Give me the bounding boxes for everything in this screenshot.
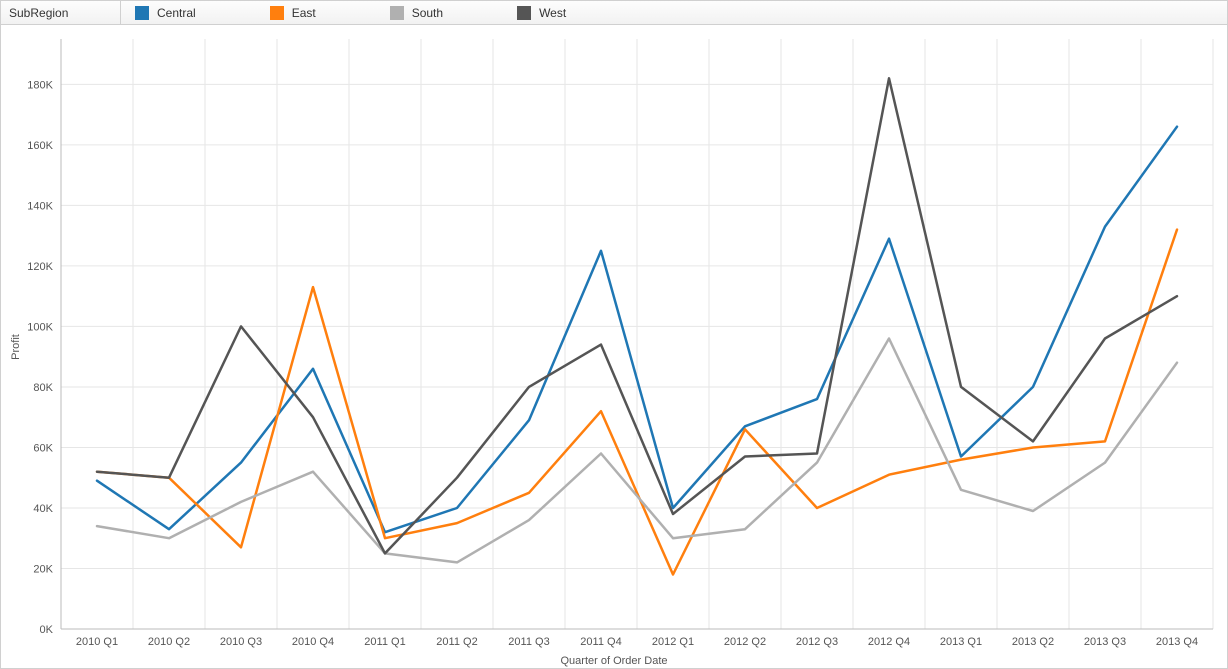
x-tick-label: 2012 Q1 — [652, 636, 694, 648]
legend-label: West — [539, 6, 566, 20]
legend-swatch — [517, 6, 531, 20]
x-tick-label: 2011 Q4 — [580, 636, 621, 648]
x-tick-label: 2013 Q3 — [1084, 636, 1126, 648]
x-tick-label: 2011 Q3 — [508, 636, 549, 648]
legend-swatch — [270, 6, 284, 20]
legend-swatch — [390, 6, 404, 20]
y-tick-label: 60K — [33, 442, 53, 454]
x-tick-label: 2010 Q1 — [76, 636, 118, 648]
y-tick-label: 160K — [27, 140, 53, 152]
legend-item-south[interactable]: South — [390, 6, 443, 20]
y-tick-label: 120K — [27, 261, 53, 273]
legend-bar: SubRegion Central East South West — [1, 1, 1227, 25]
x-tick-label: 2013 Q4 — [1156, 636, 1198, 648]
y-tick-label: 80K — [33, 382, 53, 394]
legend-title: SubRegion — [1, 1, 121, 24]
legend-items: Central East South West — [121, 1, 626, 24]
y-tick-label: 100K — [27, 321, 53, 333]
legend-item-east[interactable]: East — [270, 6, 316, 20]
y-tick-label: 0K — [40, 624, 54, 636]
legend-item-west[interactable]: West — [517, 6, 566, 20]
x-tick-label: 2012 Q4 — [868, 636, 910, 648]
x-axis-title: Quarter of Order Date — [1, 655, 1227, 667]
legend-item-central[interactable]: Central — [135, 6, 196, 20]
x-tick-label: 2012 Q3 — [796, 636, 838, 648]
line-chart: 0K 20K 40K 60K 80K 100K 120K 140K 160K 180K 2010 Q… — [1, 25, 1227, 669]
x-tick-label: 2013 Q2 — [1012, 636, 1054, 648]
x-tick-label: 2011 Q1 — [364, 636, 405, 648]
y-tick-label: 20K — [33, 563, 53, 575]
x-tick-label: 2013 Q1 — [940, 636, 982, 648]
chart-area: Profit 0K 20K 40K 60K 80K 100K 120K 140K 160K 180… — [1, 25, 1227, 669]
legend-label: East — [292, 6, 316, 20]
y-axis-title: Profit — [10, 334, 22, 360]
x-tick-label: 2012 Q2 — [724, 636, 766, 648]
chart-frame: SubRegion Central East South West Profit 0K… — [0, 0, 1228, 669]
y-tick-label: 140K — [27, 200, 53, 212]
x-tick-label: 2010 Q3 — [220, 636, 262, 648]
y-tick-label: 180K — [27, 79, 53, 91]
legend-swatch — [135, 6, 149, 20]
y-tick-label: 40K — [33, 503, 53, 515]
x-tick-label: 2011 Q2 — [436, 636, 477, 648]
legend-label: Central — [157, 6, 196, 20]
x-tick-label: 2010 Q2 — [148, 636, 190, 648]
legend-label: South — [412, 6, 443, 20]
x-tick-label: 2010 Q4 — [292, 636, 334, 648]
